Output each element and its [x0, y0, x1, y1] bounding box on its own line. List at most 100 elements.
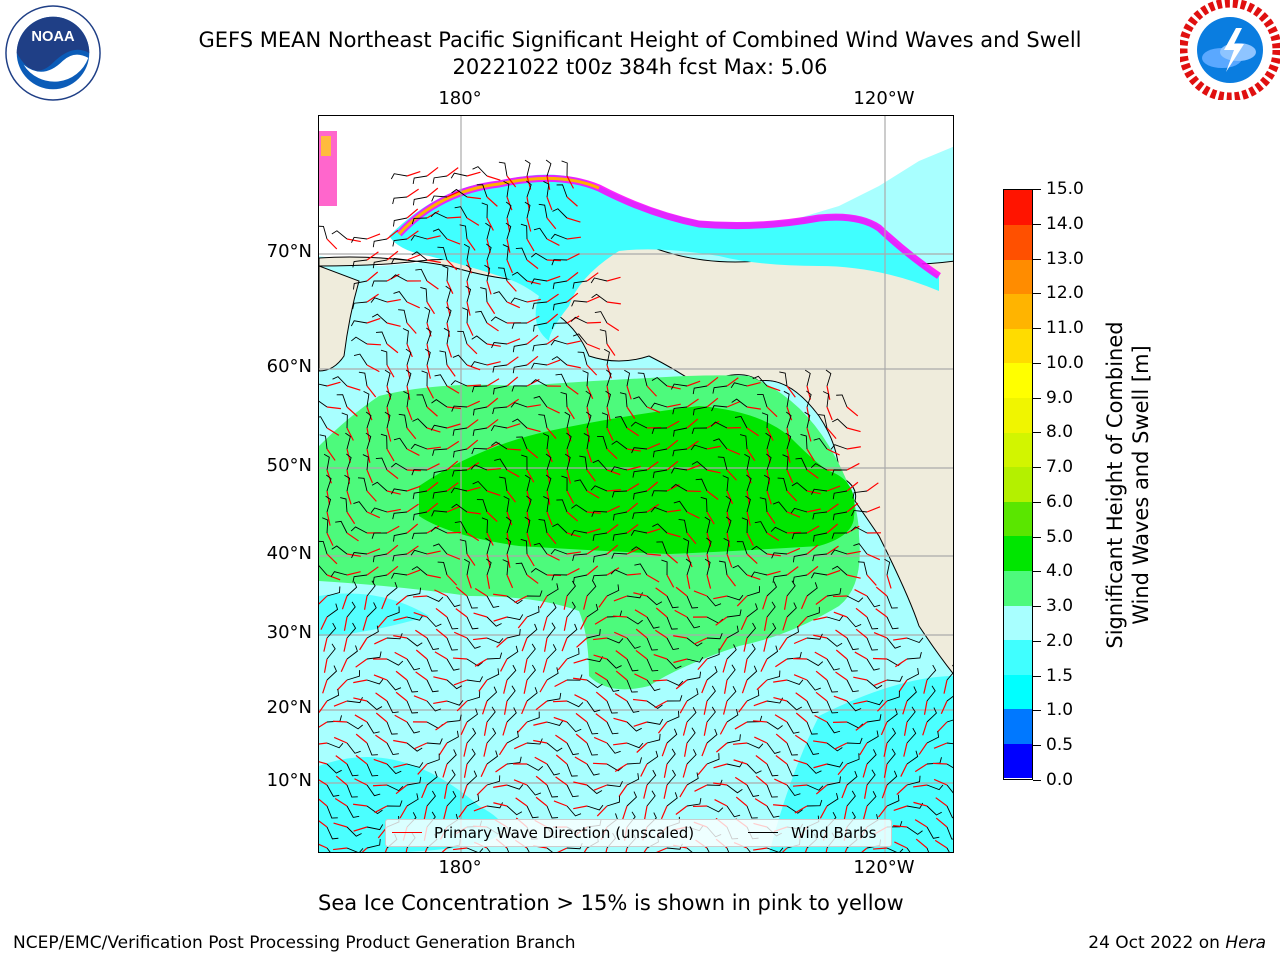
wave-direction-arrow [634, 609, 648, 618]
wind-barb [402, 328, 409, 345]
lat-label-50: 50°N [266, 455, 312, 476]
wave-direction-arrow [463, 742, 468, 757]
wind-barb [626, 658, 639, 672]
wave-direction-arrow [733, 759, 748, 765]
wind-barb [766, 742, 781, 754]
wind-barb [866, 714, 882, 723]
wave-direction-arrow [355, 733, 368, 744]
wind-barb [506, 645, 519, 660]
wave-direction-arrow [815, 784, 828, 795]
wind-barb [651, 427, 668, 435]
wind-barb [646, 616, 660, 629]
wave-direction-arrow [561, 637, 568, 652]
wind-barb [352, 574, 368, 583]
colorbar-tick-label: 0.5 [1046, 735, 1074, 756]
wave-direction-arrow [517, 721, 528, 733]
wave-direction-arrow [746, 532, 754, 546]
wind-barb [652, 448, 668, 458]
wave-direction-arrow [806, 427, 812, 442]
wind-barb [765, 432, 772, 450]
wave-direction-arrow [933, 742, 948, 749]
wave-direction-arrow [846, 406, 859, 417]
wind-barb [411, 469, 428, 476]
wind-barb [446, 595, 461, 608]
wave-direction-arrow [613, 631, 628, 639]
wind-barb [825, 369, 832, 387]
wave-direction-arrow [766, 385, 781, 392]
wave-direction-arrow [793, 759, 808, 765]
wind-barb [726, 734, 741, 744]
wind-barb [704, 558, 711, 576]
wind-barb [472, 480, 488, 492]
wind-barb [626, 742, 644, 749]
wind-barb [370, 507, 388, 514]
wave-direction-arrow [894, 841, 908, 849]
wave-direction-arrow [426, 550, 441, 555]
wave-direction-arrow [855, 628, 868, 639]
wind-barb [446, 714, 462, 723]
wave-direction-arrow [320, 616, 328, 630]
wind-barb [612, 511, 628, 521]
wind-barb [744, 453, 751, 471]
wind-barb [526, 605, 540, 618]
wind-barb [626, 773, 640, 786]
wind-barb [783, 390, 790, 408]
colorbar-tick-label: 15.0 [1046, 179, 1084, 199]
wind-barb [906, 750, 919, 765]
wave-direction-arrow [826, 503, 839, 513]
wave-direction-arrow [413, 612, 428, 618]
wave-direction-arrow [546, 313, 559, 324]
wind-barb [345, 432, 351, 450]
wind-barb [452, 427, 468, 436]
wave-direction-arrow [833, 611, 848, 618]
wave-direction-arrow [626, 547, 640, 555]
wave-direction-arrow [546, 532, 557, 545]
wave-direction-arrow [319, 700, 328, 713]
wind-barb [546, 720, 564, 726]
colorbar-tick-label: 1.5 [1046, 665, 1074, 686]
wind-barb [858, 561, 868, 576]
wave-direction-arrow [526, 553, 535, 567]
wind-barb [766, 847, 784, 852]
wave-direction-arrow [853, 676, 868, 681]
wind-barb [405, 369, 412, 387]
wind-barb [611, 490, 628, 498]
wave-direction-arrow [426, 427, 441, 433]
wave-direction-arrow [506, 280, 517, 292]
wind-barb [746, 474, 752, 492]
wave-direction-arrow [586, 321, 602, 324]
wave-direction-arrow [333, 700, 348, 707]
wave-direction-arrow [605, 847, 608, 852]
colorbar-tick [1033, 467, 1041, 469]
wind-barb [886, 708, 898, 723]
wind-barb [533, 322, 548, 332]
wind-barb [666, 637, 680, 651]
wind-barb [506, 756, 522, 765]
wave-direction-arrow [826, 523, 839, 534]
wind-barb [325, 495, 332, 513]
wave-direction-arrow [593, 654, 608, 660]
wind-barb [546, 602, 557, 618]
wind-barb [506, 707, 517, 723]
wind-barb [566, 721, 582, 733]
wind-barb [566, 432, 572, 450]
wind-barb [452, 448, 468, 458]
wind-barb [572, 280, 588, 289]
wind-barb [446, 730, 459, 744]
wind-barb [786, 763, 799, 777]
wind-barb [556, 499, 568, 513]
colorbar-segment [1004, 570, 1032, 606]
wind-barb [646, 733, 661, 744]
wave-direction-arrow [336, 679, 348, 691]
wave-direction-arrow [523, 679, 528, 694]
wave-direction-arrow [362, 616, 368, 631]
wave-direction-arrow [846, 481, 859, 492]
wind-barb [357, 477, 368, 492]
wave-direction-arrow [834, 742, 848, 750]
wind-barb [683, 538, 690, 555]
wind-barb [690, 444, 708, 451]
wave-direction-arrow [406, 230, 419, 240]
wave-direction-arrow [386, 448, 395, 462]
wind-barb [485, 537, 491, 555]
wind-barb [319, 416, 328, 429]
